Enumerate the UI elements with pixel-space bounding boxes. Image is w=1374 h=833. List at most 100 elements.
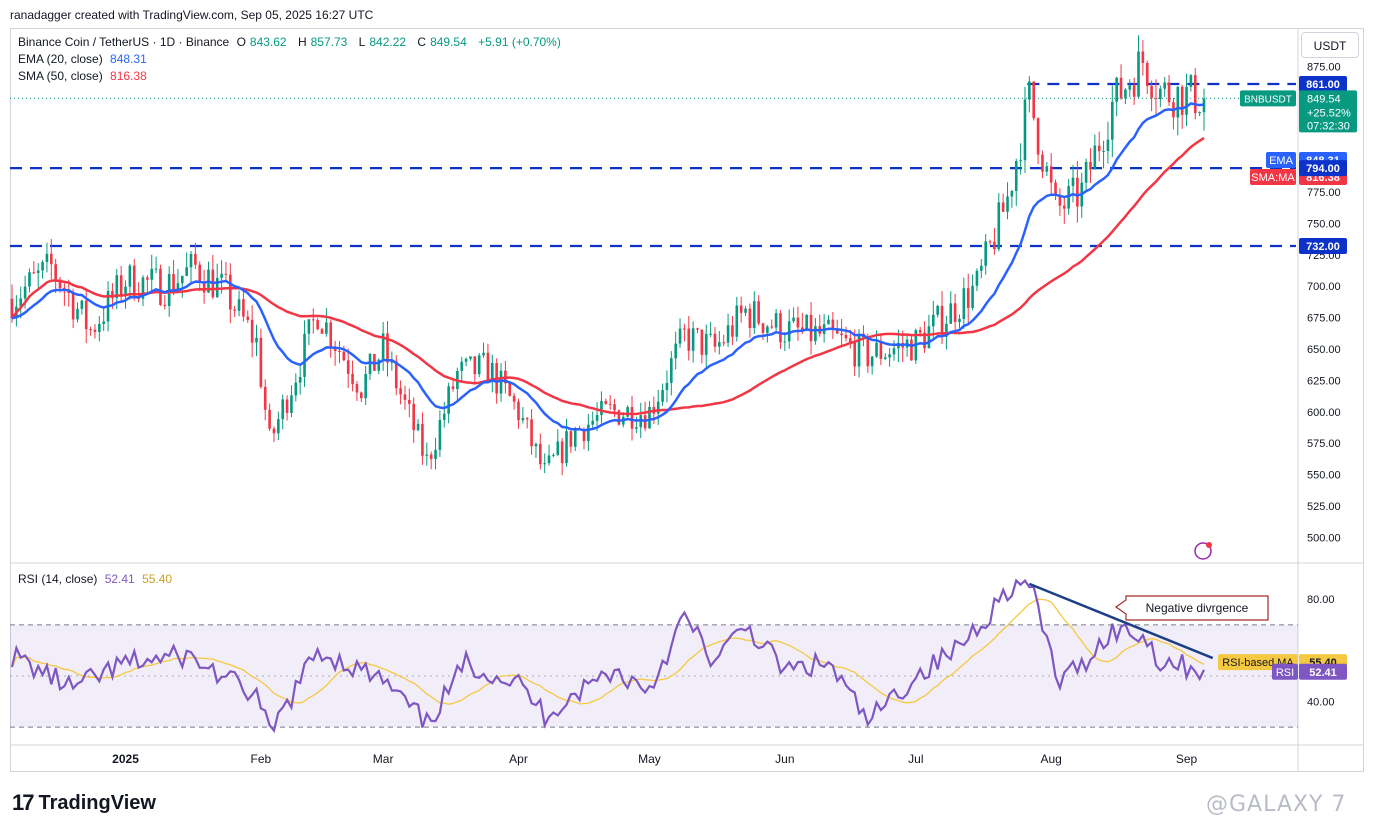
symbol-tag-bg bbox=[1240, 90, 1296, 107]
candle-body bbox=[198, 264, 202, 283]
candle-body bbox=[32, 272, 36, 274]
candle-body bbox=[477, 355, 481, 375]
candle-body bbox=[923, 332, 926, 349]
candle-body bbox=[229, 274, 232, 310]
candle-body bbox=[726, 325, 730, 343]
candle-body bbox=[1062, 205, 1066, 209]
candle-body bbox=[962, 288, 966, 319]
level-794-tag: 794.00 bbox=[1306, 163, 1340, 175]
candle-body bbox=[320, 329, 324, 334]
candle-body bbox=[1049, 166, 1053, 183]
level-732-tag-bg bbox=[1299, 238, 1347, 255]
rsi-ma-line bbox=[11, 598, 1205, 705]
ema-legend[interactable]: EMA (20, close) 848.31 bbox=[18, 51, 151, 67]
candle-body bbox=[800, 327, 804, 330]
candle-body bbox=[1067, 186, 1070, 209]
candle-body bbox=[844, 335, 848, 339]
candle-body bbox=[154, 268, 158, 270]
candle-body bbox=[783, 341, 787, 343]
currency-button[interactable]: USDT bbox=[1301, 32, 1359, 58]
candle-body bbox=[255, 337, 258, 343]
candle-body bbox=[250, 319, 254, 343]
high-value: H 857.73 bbox=[297, 35, 348, 49]
time-tick-label: Sep bbox=[1176, 752, 1198, 766]
candle-body bbox=[185, 267, 188, 276]
price-tick-label: 700.00 bbox=[1307, 281, 1341, 293]
candle-body bbox=[416, 423, 420, 431]
candle-body bbox=[377, 359, 381, 371]
level-794-tag-bg bbox=[1299, 160, 1347, 177]
level-732-tag: 732.00 bbox=[1306, 241, 1340, 253]
candle-body bbox=[1189, 75, 1193, 87]
candle-body bbox=[809, 314, 813, 342]
candle-body bbox=[971, 285, 974, 309]
candle-body bbox=[1041, 154, 1044, 172]
candle-body bbox=[722, 342, 726, 344]
candle-body bbox=[1145, 62, 1149, 86]
candle-body bbox=[980, 265, 983, 271]
candle-body bbox=[359, 392, 363, 399]
candle-body bbox=[224, 273, 228, 275]
time-tick-label: Aug bbox=[1040, 752, 1061, 766]
candle-body bbox=[1150, 85, 1153, 99]
candle-body bbox=[556, 441, 560, 456]
candle-body bbox=[67, 291, 71, 294]
candle-body bbox=[665, 382, 669, 390]
candle-body bbox=[429, 454, 433, 459]
price-tick-label: 675.00 bbox=[1307, 313, 1341, 325]
candle-body bbox=[704, 333, 708, 355]
change-value: +5.91 (+0.70%) bbox=[478, 35, 561, 49]
chart-credit: ranadagger created with TradingView.com,… bbox=[10, 8, 374, 22]
candle-body bbox=[958, 318, 961, 323]
candle-body bbox=[888, 354, 891, 358]
tradingview-logo-icon: 17 bbox=[12, 790, 35, 815]
candle-body bbox=[115, 275, 119, 299]
candle-body bbox=[119, 275, 123, 297]
ema-20-line bbox=[11, 102, 1205, 432]
tradingview-wordmark: TradingView bbox=[38, 791, 156, 814]
candle-body bbox=[940, 305, 944, 337]
ema-legend-label: EMA (20, close) bbox=[18, 52, 103, 66]
candle-body bbox=[508, 383, 512, 396]
low-value: L 842.22 bbox=[358, 35, 407, 49]
divergence-trendline bbox=[1028, 582, 1214, 660]
candle-body bbox=[569, 431, 573, 447]
price-tick-label: 650.00 bbox=[1307, 344, 1341, 356]
candle-body bbox=[346, 360, 350, 374]
candle-body bbox=[394, 360, 398, 389]
candle-body bbox=[1032, 81, 1036, 119]
time-tick-label: May bbox=[638, 752, 661, 766]
alert-dot-icon bbox=[1206, 542, 1212, 548]
candle-body bbox=[58, 279, 62, 288]
candle-body bbox=[1180, 86, 1184, 115]
candle-body bbox=[735, 305, 739, 337]
candle-body bbox=[936, 305, 939, 315]
candle-body bbox=[966, 288, 970, 309]
symbol-title[interactable]: Binance Coin / TetherUS · 1D · Binance bbox=[18, 35, 230, 49]
candle-body bbox=[80, 300, 84, 309]
candle-body bbox=[744, 308, 747, 313]
candle-body bbox=[76, 308, 79, 320]
candle-body bbox=[71, 293, 75, 320]
candle-body bbox=[635, 427, 638, 429]
candle-body bbox=[98, 323, 101, 333]
rsi-legend[interactable]: RSI (14, close) 52.41 55.40 bbox=[18, 572, 172, 586]
candle-body bbox=[102, 321, 105, 324]
candle-body bbox=[757, 301, 760, 324]
sma-legend[interactable]: SMA (50, close) 816.38 bbox=[18, 68, 151, 84]
candle-body bbox=[150, 268, 154, 280]
candle-body bbox=[146, 277, 149, 280]
candle-body bbox=[294, 382, 298, 396]
candle-body bbox=[670, 358, 673, 383]
time-tick-label: Feb bbox=[251, 752, 272, 766]
time-tick-label: Apr bbox=[509, 752, 528, 766]
candle-body bbox=[137, 298, 140, 300]
candle-body bbox=[530, 419, 533, 447]
candle-body bbox=[1054, 182, 1057, 196]
candle-body bbox=[41, 262, 44, 271]
candle-body bbox=[648, 406, 651, 429]
candle-body bbox=[45, 253, 49, 263]
candle-body bbox=[910, 339, 913, 361]
candle-body bbox=[194, 253, 197, 265]
